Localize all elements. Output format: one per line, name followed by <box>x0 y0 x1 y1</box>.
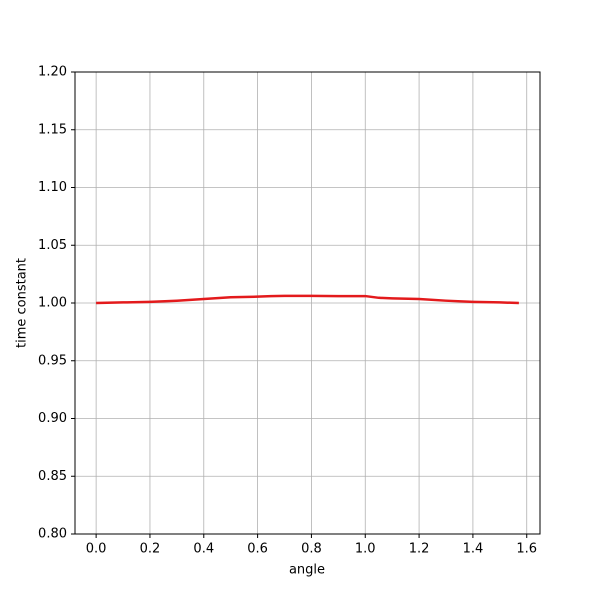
x-tick-label: 1.0 <box>355 542 376 557</box>
x-tick-label: 1.2 <box>409 542 430 557</box>
x-tick-label: 0.2 <box>140 542 161 557</box>
y-tick-label: 1.00 <box>38 296 67 311</box>
x-tick-label: 0.8 <box>301 542 322 557</box>
x-tick-label: 1.6 <box>516 542 537 557</box>
y-tick-label: 0.85 <box>38 469 67 484</box>
x-tick-label: 1.4 <box>463 542 484 557</box>
y-tick-label: 1.05 <box>38 238 67 253</box>
y-tick-label: 0.90 <box>38 411 67 426</box>
y-tick-label: 1.20 <box>38 65 67 80</box>
plot-frame <box>74 71 541 535</box>
line <box>96 294 519 305</box>
x-tick-label: 0.4 <box>193 542 214 557</box>
y-tick-label: 0.80 <box>38 527 67 542</box>
x-tick-label: 0.6 <box>247 542 268 557</box>
y-tick-label: 1.10 <box>38 180 67 195</box>
x-tick-label: 0.0 <box>86 542 107 557</box>
y-axis-label: time constant <box>15 258 30 348</box>
y-tick-label: 1.15 <box>38 122 67 137</box>
x-axis-label: angle <box>289 563 325 578</box>
y-tick-label: 0.95 <box>38 353 67 368</box>
